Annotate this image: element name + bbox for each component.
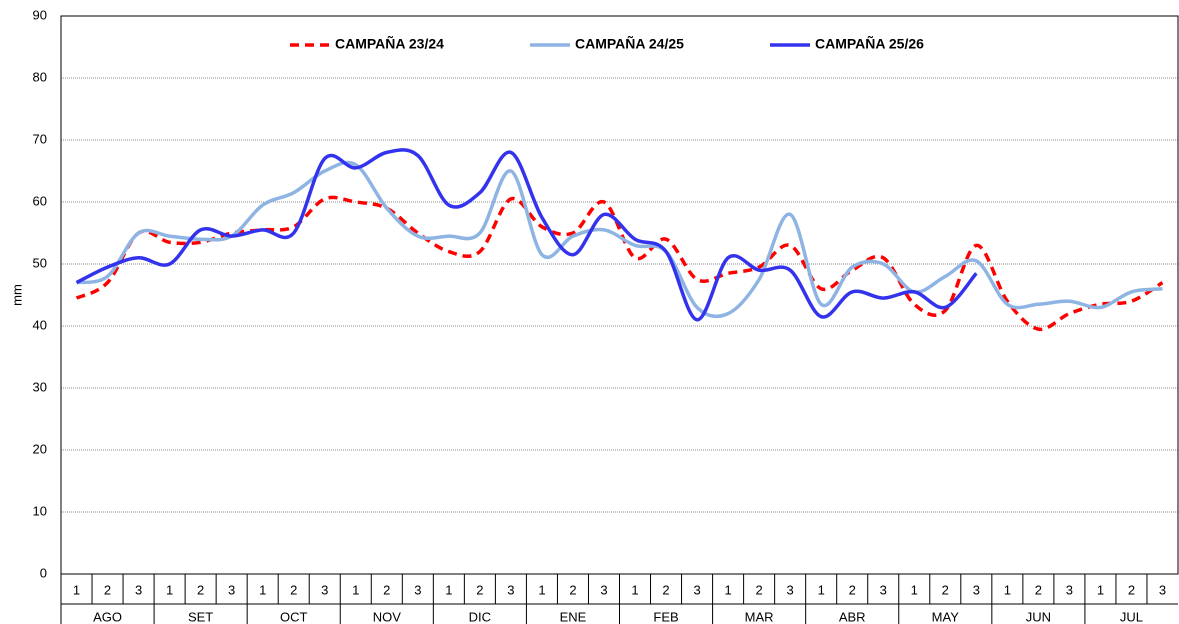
x-tick-label: 1 (352, 582, 359, 597)
x-tick-label: 2 (383, 582, 390, 597)
month-label: AGO (93, 609, 122, 624)
month-label: ENE (560, 609, 587, 624)
x-tick-label: 1 (445, 582, 452, 597)
x-tick-label: 2 (942, 582, 949, 597)
x-tick-label: 3 (880, 582, 887, 597)
x-tick-label: 3 (414, 582, 421, 597)
series-line (75, 148, 978, 322)
y-tick-label: 0 (40, 565, 47, 580)
y-axis-label: mm (9, 284, 24, 306)
x-tick-label: 2 (1128, 582, 1135, 597)
x-tick-label: 2 (197, 582, 204, 597)
x-tick-label: 1 (818, 582, 825, 597)
x-tick-label: 2 (849, 582, 856, 597)
x-tick-label: 1 (1004, 582, 1011, 597)
month-label: MAR (745, 609, 774, 624)
month-label: MAY (932, 609, 960, 624)
y-tick-label: 50 (33, 255, 47, 270)
x-tick-label: 1 (259, 582, 266, 597)
x-tick-label: 3 (693, 582, 700, 597)
x-tick-label: 2 (1035, 582, 1042, 597)
x-tick-label: 2 (569, 582, 576, 597)
y-tick-label: 40 (33, 317, 47, 332)
x-tick-label: 3 (228, 582, 235, 597)
x-tick-label: 2 (756, 582, 763, 597)
x-tick-label: 3 (600, 582, 607, 597)
series-line (76, 160, 1163, 319)
x-tick-label: 3 (1159, 582, 1166, 597)
month-label: NOV (373, 609, 402, 624)
x-tick-label: 3 (787, 582, 794, 597)
x-tick-label: 1 (538, 582, 545, 597)
x-tick-label: 1 (1097, 582, 1104, 597)
y-tick-label: 60 (33, 193, 47, 208)
month-label: FEB (653, 609, 678, 624)
y-tick-label: 70 (33, 131, 47, 146)
x-tick-label: 2 (476, 582, 483, 597)
month-label: OCT (280, 609, 308, 624)
x-tick-label: 3 (321, 582, 328, 597)
month-label: JUN (1026, 609, 1051, 624)
y-tick-label: 80 (33, 69, 47, 84)
y-tick-label: 10 (33, 503, 47, 518)
month-label: SET (188, 609, 213, 624)
month-label: DIC (469, 609, 491, 624)
x-tick-label: 2 (290, 582, 297, 597)
series-line (75, 195, 1164, 331)
x-tick-label: 3 (507, 582, 514, 597)
legend-text: CAMPAÑA 25/26 (815, 35, 924, 52)
plot-frame (60, 15, 1179, 575)
x-tick-label: 1 (631, 582, 638, 597)
month-label: JUL (1120, 609, 1143, 624)
x-tick-label: 2 (104, 582, 111, 597)
y-tick-label: 30 (33, 379, 47, 394)
x-tick-label: 3 (135, 582, 142, 597)
legend-text: CAMPAÑA 24/25 (575, 35, 684, 52)
legend-text: CAMPAÑA 23/24 (335, 35, 444, 52)
x-tick-label: 3 (1066, 582, 1073, 597)
x-tick-label: 1 (911, 582, 918, 597)
x-tick-label: 2 (662, 582, 669, 597)
month-label: ABR (839, 609, 866, 624)
x-tick-label: 1 (73, 582, 80, 597)
y-tick-label: 20 (33, 441, 47, 456)
x-tick-label: 1 (724, 582, 731, 597)
x-tick-label: 1 (166, 582, 173, 597)
y-tick-label: 90 (33, 7, 47, 22)
x-tick-label: 3 (973, 582, 980, 597)
